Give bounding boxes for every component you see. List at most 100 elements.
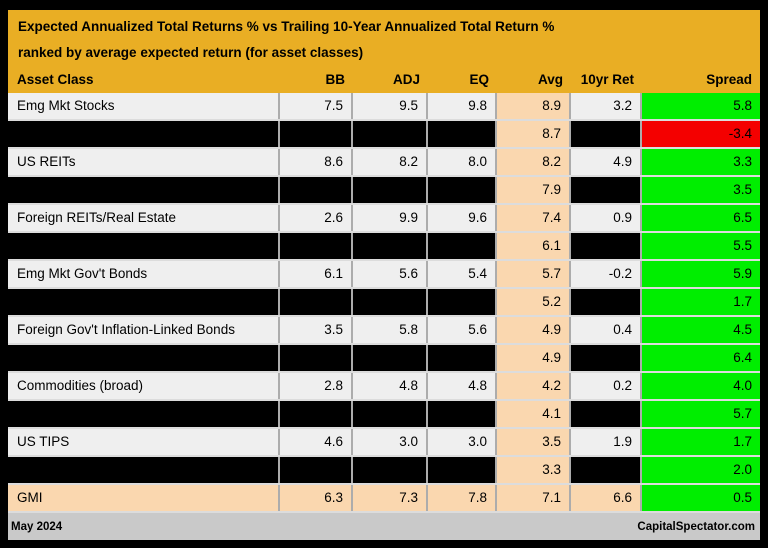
column-header-eq: EQ [469,71,489,87]
cell-spread: 1.7 [642,429,760,456]
cell-eq: 9.8 [428,93,497,120]
table-row-redacted: 4.9 6.4 [8,345,760,374]
cell-10yr-ret [571,401,642,428]
cell-asset-class: Foreign REITs/Real Estate [8,205,280,232]
cell-10yr-ret [571,233,642,260]
cell-spread: 6.5 [642,205,760,232]
cell-spread: 4.0 [642,373,760,400]
column-header-row: Asset Class BB ADJ EQ Avg 10yr Ret Sprea… [8,66,760,93]
cell-asset-class: Commodities (broad) [8,373,280,400]
cell-10yr-ret: 0.9 [571,205,642,232]
cell-asset-class [8,177,280,204]
cell-10yr-ret: -0.2 [571,261,642,288]
cell-bb: 6.1 [280,261,353,288]
cell-spread: 5.5 [642,233,760,260]
cell-adj [353,177,428,204]
column-header-10yr-ret: 10yr Ret [580,71,634,87]
cell-avg: 4.1 [497,401,571,428]
cell-bb [280,457,353,484]
cell-adj: 8.2 [353,149,428,176]
cell-asset-class: Foreign Gov't Inflation-Linked Bonds [8,317,280,344]
table-row-redacted: 6.1 5.5 [8,233,760,262]
cell-eq [428,233,497,260]
title-block: Expected Annualized Total Returns % vs T… [8,10,760,66]
cell-10yr-ret: 1.9 [571,429,642,456]
cell-asset-class [8,345,280,372]
cell-adj [353,121,428,148]
cell-eq: 4.8 [428,373,497,400]
cell-10yr-ret [571,177,642,204]
cell-avg: 5.7 [497,261,571,288]
cell-asset-class [8,401,280,428]
cell-spread: 3.5 [642,177,760,204]
cell-asset-class [8,289,280,316]
table-row: Emg Mkt Stocks 7.5 9.5 9.8 8.9 3.2 5.8 [8,93,760,122]
cell-avg: 4.9 [497,317,571,344]
table-row: US REITs 8.6 8.2 8.0 8.2 4.9 3.3 [8,149,760,178]
cell-bb: 3.5 [280,317,353,344]
table-row: Commodities (broad) 2.8 4.8 4.8 4.2 0.2 4.0 [8,373,760,402]
cell-asset-class: Emg Mkt Gov't Bonds [8,261,280,288]
cell-bb: 8.6 [280,149,353,176]
cell-bb: 4.6 [280,429,353,456]
cell-spread: 0.5 [642,485,760,512]
cell-adj: 3.0 [353,429,428,456]
cell-10yr-ret [571,345,642,372]
cell-avg: 4.2 [497,373,571,400]
cell-bb [280,345,353,372]
table-row-redacted: 8.7 -3.4 [8,121,760,150]
chart-subtitle: ranked by average expected return (for a… [18,45,364,60]
cell-bb: 6.3 [280,485,353,512]
cell-bb [280,401,353,428]
cell-asset-class: Emg Mkt Stocks [8,93,280,120]
cell-asset-class [8,121,280,148]
cell-adj [353,457,428,484]
cell-bb [280,289,353,316]
cell-10yr-ret: 0.2 [571,373,642,400]
cell-adj: 7.3 [353,485,428,512]
cell-eq: 5.4 [428,261,497,288]
cell-eq: 8.0 [428,149,497,176]
column-header-adj: ADJ [392,71,420,87]
cell-spread: 5.7 [642,401,760,428]
footer-date: May 2024 [11,520,63,533]
cell-eq [428,121,497,148]
cell-asset-class [8,233,280,260]
cell-spread: 6.4 [642,345,760,372]
cell-bb [280,121,353,148]
cell-eq: 9.6 [428,205,497,232]
cell-spread: 4.5 [642,317,760,344]
cell-10yr-ret [571,121,642,148]
cell-adj [353,289,428,316]
table-row-gmi: GMI 6.3 7.3 7.8 7.1 6.6 0.5 [8,485,760,514]
cell-bb: 7.5 [280,93,353,120]
cell-avg: 7.9 [497,177,571,204]
column-header-bb: BB [325,71,346,87]
cell-eq [428,401,497,428]
cell-avg: 8.9 [497,93,571,120]
cell-avg: 7.1 [497,485,571,512]
cell-spread: 5.9 [642,261,760,288]
cell-spread: -3.4 [642,121,760,148]
chart-title: Expected Annualized Total Returns % vs T… [18,19,555,34]
cell-avg: 5.2 [497,289,571,316]
cell-eq: 3.0 [428,429,497,456]
cell-adj: 4.8 [353,373,428,400]
table-row-redacted: 4.1 5.7 [8,401,760,430]
cell-eq: 7.8 [428,485,497,512]
cell-bb [280,233,353,260]
cell-eq [428,345,497,372]
cell-asset-class [8,457,280,484]
cell-avg: 8.2 [497,149,571,176]
column-header-spread: Spread [706,71,752,87]
table-row-redacted: 5.2 1.7 [8,289,760,318]
cell-asset-class: US REITs [8,149,280,176]
cell-10yr-ret: 3.2 [571,93,642,120]
footer-bar: May 2024 CapitalSpectator.com [8,513,760,540]
cell-adj [353,345,428,372]
cell-eq: 5.6 [428,317,497,344]
cell-adj [353,401,428,428]
cell-adj: 9.9 [353,205,428,232]
table-body: Emg Mkt Stocks 7.5 9.5 9.8 8.9 3.2 5.8 8.7 -3.4 U… [8,93,760,514]
cell-bb: 2.8 [280,373,353,400]
